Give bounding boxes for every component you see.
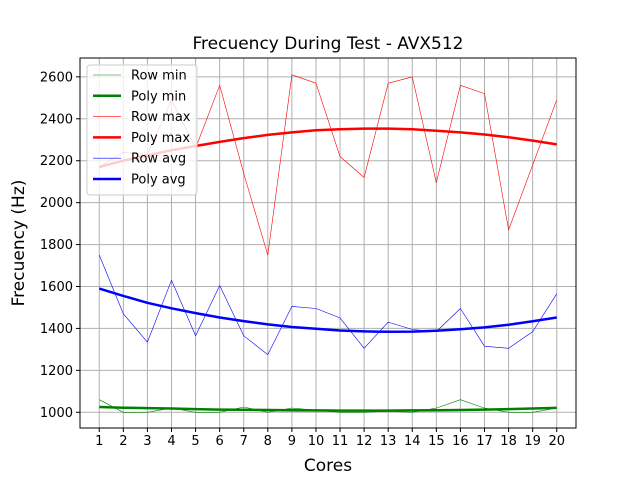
x-tick-label: 12: [356, 434, 373, 449]
y-tick-label: 2200: [40, 154, 73, 169]
y-tick-label: 2400: [40, 112, 73, 127]
x-tick-label: 14: [404, 434, 421, 449]
x-tick-label: 18: [500, 434, 517, 449]
legend-label-row-min: Row min: [131, 69, 187, 84]
x-tick-label: 9: [288, 434, 296, 449]
legend-label-poly-min: Poly min: [131, 89, 186, 104]
x-tick-label: 5: [191, 434, 199, 449]
chart-title: Frecuency During Test - AVX512: [192, 34, 463, 54]
x-tick-label: 17: [476, 434, 493, 449]
y-tick-label: 2600: [40, 70, 73, 85]
series-layer: [98, 74, 557, 413]
legend-label-row-max: Row max: [131, 110, 191, 125]
y-tick-label: 2000: [40, 196, 73, 211]
x-tick-label: 19: [524, 434, 541, 449]
x-tick-label: 15: [428, 434, 445, 449]
x-tick-label: 6: [216, 434, 224, 449]
legend-label-poly-max: Poly max: [131, 131, 190, 146]
legend-label-row-avg: Row avg: [131, 152, 186, 167]
y-axis-label: Frecuency (Hz): [9, 180, 29, 307]
legend: Row min Poly min Row max Poly max Row avg Pol…: [86, 64, 198, 196]
x-tick-label: 8: [264, 434, 272, 449]
plot-frame: [79, 57, 577, 429]
x-tick-label: 20: [548, 434, 565, 449]
x-tick-label: 11: [332, 434, 349, 449]
x-axis-label: Cores: [304, 456, 352, 476]
legend-box: [86, 64, 198, 196]
y-tick-label: 1200: [40, 364, 73, 379]
y-axis: 1000 1200 1400 1600 1800 2000 2200 2400 2600: [40, 70, 80, 421]
y-tick-label: 1000: [40, 406, 73, 421]
x-tick-label: 7: [240, 434, 248, 449]
series-row-avg: [99, 254, 557, 355]
x-tick-label: 13: [380, 434, 397, 449]
x-tick-label: 16: [452, 434, 469, 449]
y-tick-label: 1600: [40, 280, 73, 295]
x-tick-label: 1: [95, 434, 103, 449]
y-tick-label: 1800: [40, 238, 73, 253]
y-tick-label: 1400: [40, 322, 73, 337]
series-poly-avg: [98, 287, 557, 334]
series-poly-min: [99, 405, 557, 412]
legend-label-poly-avg: Poly avg: [131, 173, 186, 188]
x-tick-label: 2: [119, 434, 127, 449]
x-tick-label: 4: [167, 434, 175, 449]
x-tick-label: 10: [308, 434, 325, 449]
x-tick-label: 3: [143, 434, 151, 449]
x-axis: 1 2 3 4 5 6 7 8 9 10 11 12 13 14 15 16 17 18 19 20: [95, 428, 565, 449]
